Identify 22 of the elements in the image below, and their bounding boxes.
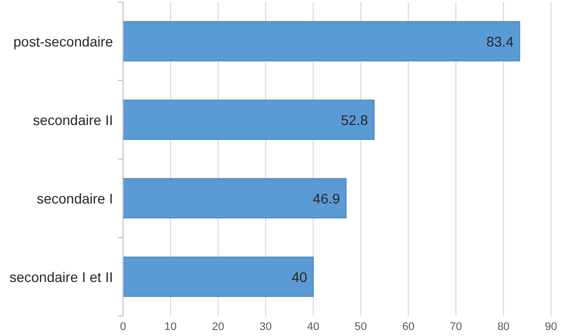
- data-label: 52.8: [340, 112, 368, 128]
- x-tick-label: 40: [307, 321, 320, 333]
- x-tick-label: 90: [544, 321, 558, 333]
- y-tick-label: secondaire II: [32, 112, 113, 128]
- bar: [122, 21, 520, 62]
- x-tick-label: 0: [120, 321, 126, 333]
- x-tick-label: 60: [402, 321, 414, 333]
- y-tick-label: secondaire I et II: [9, 268, 113, 285]
- x-tick-label: 50: [354, 321, 367, 333]
- bar: [122, 178, 347, 218]
- y-tick-label: secondaire I: [36, 190, 113, 206]
- x-tick-label: 70: [450, 321, 462, 333]
- bar: [122, 256, 314, 297]
- x-tick-label: 20: [212, 321, 224, 333]
- x-tick-label: 30: [260, 321, 272, 333]
- bar: [122, 100, 375, 140]
- y-tick-label: post-secondaire: [13, 33, 114, 50]
- x-tick-label: 10: [164, 321, 177, 333]
- data-label: 83.4: [486, 33, 514, 50]
- data-label: 40: [292, 268, 308, 285]
- data-label: 46.9: [312, 190, 340, 206]
- x-tick-label: 80: [497, 321, 510, 333]
